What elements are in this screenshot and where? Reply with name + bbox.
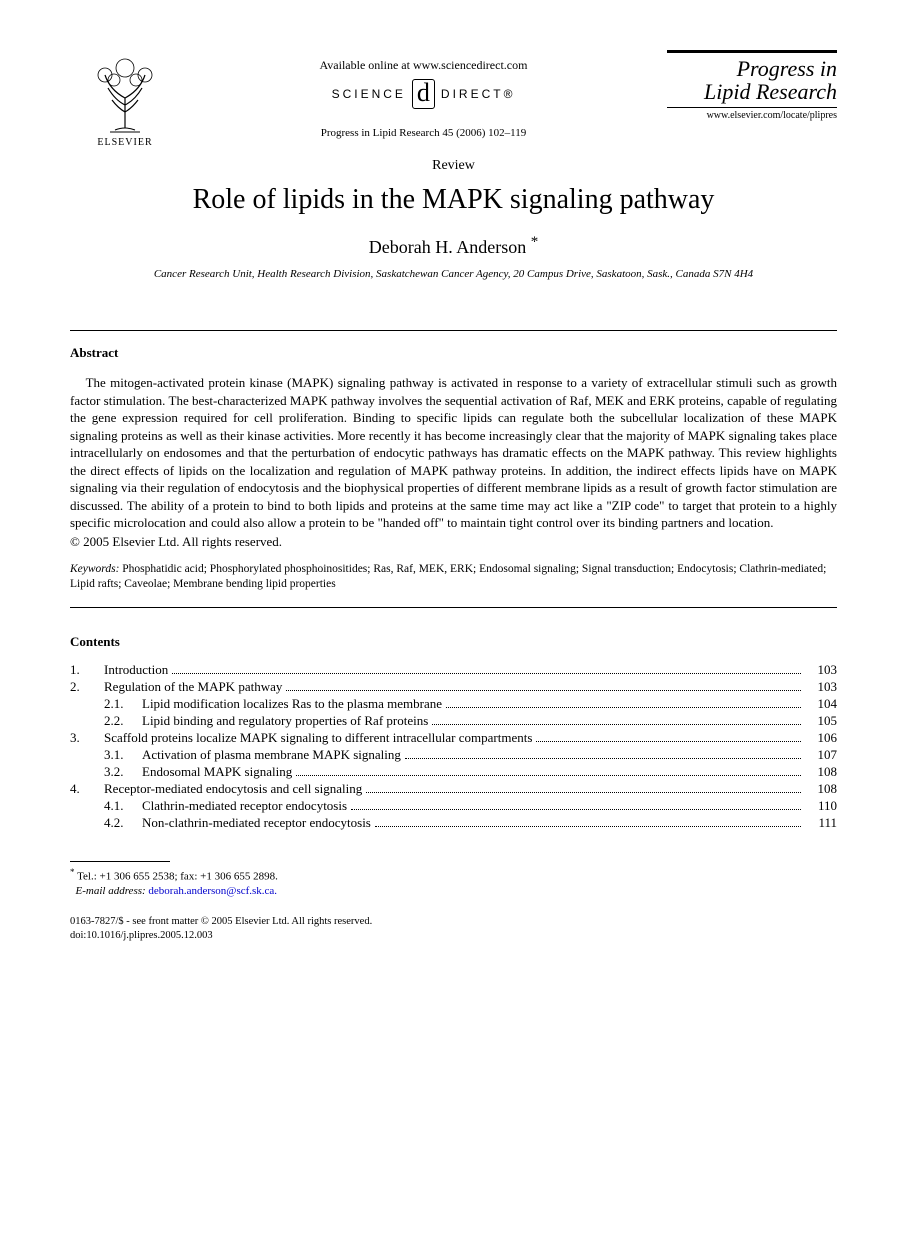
- footer-line2: doi:10.1016/j.plipres.2005.12.003: [70, 929, 837, 943]
- toc-label: Non-clathrin-mediated receptor endocytos…: [142, 815, 371, 831]
- sd-d-glyph: d: [412, 79, 435, 109]
- footnote-email-row: E-mail address: deborah.anderson@scf.sk.…: [70, 884, 837, 899]
- journal-title-line2: Lipid Research: [704, 79, 837, 104]
- toc-label: Lipid modification localizes Ras to the …: [142, 696, 442, 712]
- toc-page: 111: [805, 815, 837, 831]
- keywords-block: Keywords: Phosphatidic acid; Phosphoryla…: [70, 562, 837, 593]
- toc-page: 108: [805, 764, 837, 780]
- abstract-heading: Abstract: [70, 345, 837, 361]
- author-line: Deborah H. Anderson *: [70, 234, 837, 258]
- toc-label: Introduction: [104, 662, 168, 678]
- affiliation: Cancer Research Unit, Health Research Di…: [70, 268, 837, 280]
- footnote-block: * Tel.: +1 306 655 2538; fax: +1 306 655…: [70, 866, 837, 899]
- journal-bottom-rule: [667, 107, 837, 108]
- toc-page: 105: [805, 713, 837, 729]
- publisher-block: ELSEVIER: [70, 50, 180, 148]
- footnote-email[interactable]: deborah.anderson@scf.sk.ca.: [148, 885, 277, 897]
- citation-line: Progress in Lipid Research 45 (2006) 102…: [180, 127, 667, 139]
- toc-leader-dots: [286, 690, 801, 691]
- toc-leader-dots: [296, 775, 801, 776]
- toc-page: 103: [805, 662, 837, 678]
- toc-row: 2.Regulation of the MAPK pathway 103: [70, 679, 837, 695]
- toc-leader-dots: [172, 673, 801, 674]
- article-title: Role of lipids in the MAPK signaling pat…: [70, 184, 837, 216]
- toc-page: 108: [805, 781, 837, 797]
- toc-leader-dots: [351, 809, 801, 810]
- toc-number: 3.1.: [104, 747, 142, 763]
- toc-row: 4.1.Clathrin-mediated receptor endocytos…: [70, 798, 837, 814]
- toc-page: 106: [805, 730, 837, 746]
- toc-page: 104: [805, 696, 837, 712]
- rule-after-keywords: [70, 607, 837, 608]
- toc-number: 4.2.: [104, 815, 142, 831]
- toc-number: 2.: [70, 679, 104, 695]
- toc-page: 107: [805, 747, 837, 763]
- toc-page: 103: [805, 679, 837, 695]
- journal-top-rule: [667, 50, 837, 53]
- toc-row: 1.Introduction 103: [70, 662, 837, 678]
- sd-science-text: SCIENCE: [332, 87, 406, 101]
- journal-url: www.elsevier.com/locate/plipres: [667, 110, 837, 121]
- journal-block: Progress in Lipid Research www.elsevier.…: [667, 50, 837, 121]
- toc-number: 3.: [70, 730, 104, 746]
- toc-number: 3.2.: [104, 764, 142, 780]
- toc-label: Endosomal MAPK signaling: [142, 764, 292, 780]
- publisher-name: ELSEVIER: [70, 137, 180, 148]
- toc-number: 2.1.: [104, 696, 142, 712]
- toc-label: Scaffold proteins localize MAPK signalin…: [104, 730, 532, 746]
- sciencedirect-logo: SCIENCE d DIRECT®: [332, 79, 516, 109]
- toc-label: Clathrin-mediated receptor endocytosis: [142, 798, 347, 814]
- footnote-contact-text: Tel.: +1 306 655 2538; fax: +1 306 655 2…: [77, 871, 278, 883]
- available-online-text: Available online at www.sciencedirect.co…: [180, 58, 667, 73]
- abstract-text: The mitogen-activated protein kinase (MA…: [70, 374, 837, 532]
- footnote-email-label: E-mail address:: [76, 885, 146, 897]
- toc-leader-dots: [405, 758, 801, 759]
- contents-heading: Contents: [70, 634, 837, 650]
- toc-leader-dots: [366, 792, 801, 793]
- toc-label: Activation of plasma membrane MAPK signa…: [142, 747, 401, 763]
- toc-number: 4.1.: [104, 798, 142, 814]
- sd-direct-text: DIRECT®: [441, 87, 516, 101]
- toc-row: 4.Receptor-mediated endocytosis and cell…: [70, 781, 837, 797]
- page-container: ELSEVIER Available online at www.science…: [0, 0, 907, 983]
- toc-label: Receptor-mediated endocytosis and cell s…: [104, 781, 362, 797]
- toc-number: 1.: [70, 662, 104, 678]
- elsevier-tree-logo: [90, 50, 160, 135]
- toc-leader-dots: [432, 724, 801, 725]
- table-of-contents: 1.Introduction1032.Regulation of the MAP…: [70, 662, 837, 831]
- toc-label: Regulation of the MAPK pathway: [104, 679, 282, 695]
- toc-row: 2.2.Lipid binding and regulatory propert…: [70, 713, 837, 729]
- toc-row: 3.1.Activation of plasma membrane MAPK s…: [70, 747, 837, 763]
- journal-title-line1: Progress in: [737, 56, 837, 81]
- abstract-copyright: © 2005 Elsevier Ltd. All rights reserved…: [70, 534, 837, 550]
- toc-number: 4.: [70, 781, 104, 797]
- toc-leader-dots: [446, 707, 801, 708]
- toc-row: 4.2.Non-clathrin-mediated receptor endoc…: [70, 815, 837, 831]
- journal-title: Progress in Lipid Research: [667, 57, 837, 103]
- toc-leader-dots: [375, 826, 801, 827]
- header-row: ELSEVIER Available online at www.science…: [70, 50, 837, 148]
- rule-before-abstract: [70, 330, 837, 331]
- toc-row: 3.Scaffold proteins localize MAPK signal…: [70, 730, 837, 746]
- footnote-contact: * Tel.: +1 306 655 2538; fax: +1 306 655…: [70, 866, 837, 885]
- author-name: Deborah H. Anderson: [369, 237, 526, 257]
- toc-leader-dots: [536, 741, 801, 742]
- toc-page: 110: [805, 798, 837, 814]
- header-center: Available online at www.sciencedirect.co…: [180, 50, 667, 139]
- toc-row: 3.2.Endosomal MAPK signaling 108: [70, 764, 837, 780]
- author-mark: *: [531, 234, 539, 250]
- footer-line1: 0163-7827/$ - see front matter © 2005 El…: [70, 915, 837, 929]
- keywords-text: Phosphatidic acid; Phosphorylated phosph…: [70, 563, 826, 591]
- footer-block: 0163-7827/$ - see front matter © 2005 El…: [70, 915, 837, 942]
- toc-row: 2.1.Lipid modification localizes Ras to …: [70, 696, 837, 712]
- toc-number: 2.2.: [104, 713, 142, 729]
- keywords-label: Keywords:: [70, 563, 119, 575]
- article-type: Review: [70, 158, 837, 174]
- footnote-rule: [70, 861, 170, 862]
- toc-label: Lipid binding and regulatory properties …: [142, 713, 428, 729]
